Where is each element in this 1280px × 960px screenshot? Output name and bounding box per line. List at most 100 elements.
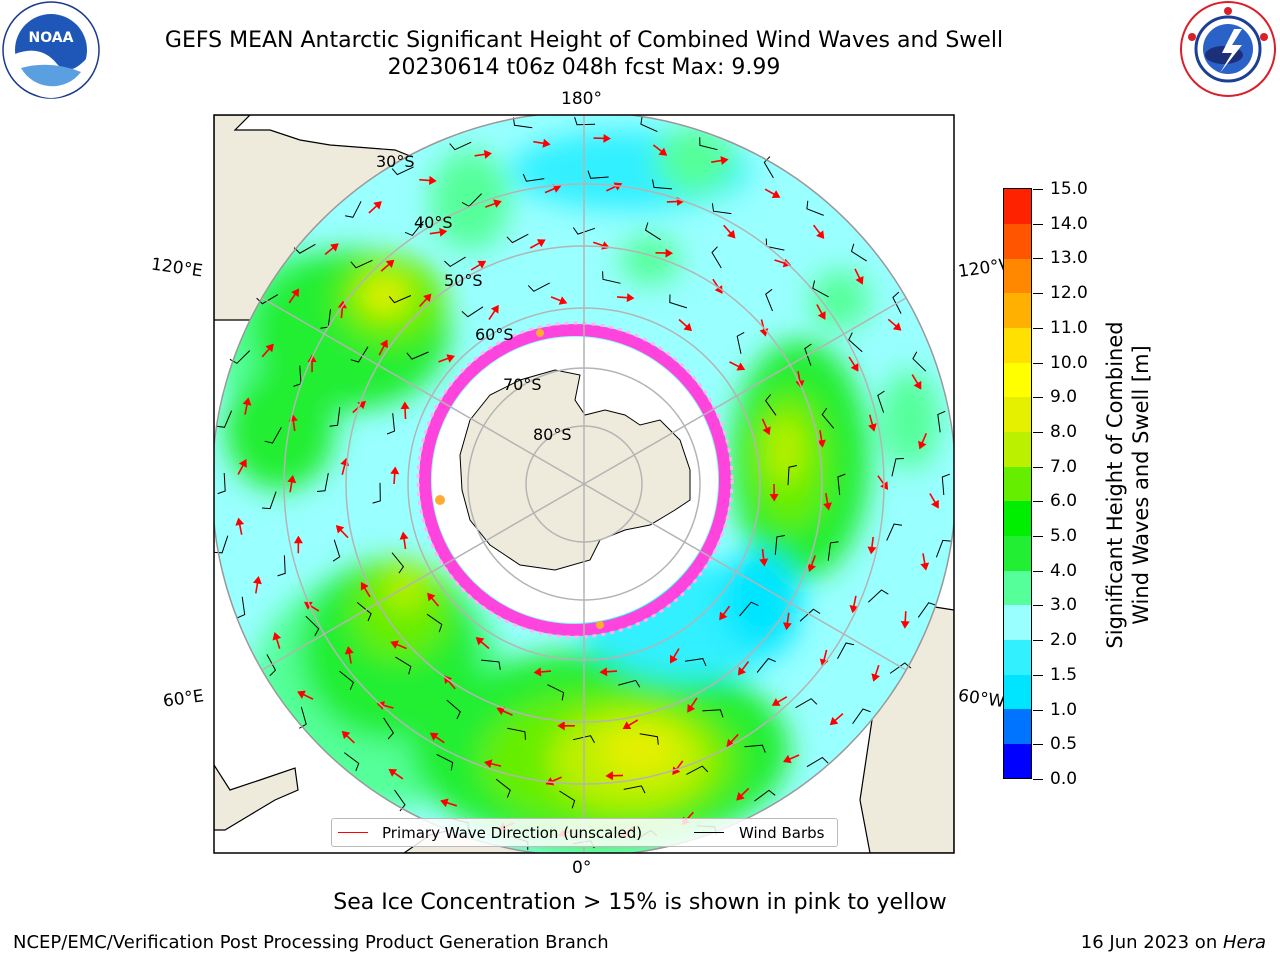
wave-arrow-head <box>918 440 927 450</box>
wave-arrow-head <box>849 604 859 614</box>
wave-arrow-head <box>817 439 826 448</box>
wind-barb <box>391 552 405 574</box>
colorbar-segment <box>1004 639 1031 675</box>
wind-barb <box>837 642 855 660</box>
wind-barb <box>744 744 766 753</box>
wind-barb <box>702 709 724 718</box>
wind-barb <box>229 350 251 364</box>
wave-arrow-head <box>360 581 369 591</box>
colorbar-tick <box>1033 189 1043 190</box>
wave-arrow-head <box>483 149 492 159</box>
wind-barb <box>495 778 511 798</box>
wave-arrow-head <box>782 754 792 764</box>
wind-barb <box>812 280 829 298</box>
colorbar-tick-label: 10.0 <box>1050 352 1088 373</box>
wave-arrow-head <box>736 362 746 371</box>
colorbar-segment <box>1004 535 1031 571</box>
colorbar-segment <box>1004 500 1031 536</box>
wave-arrow-head <box>235 517 245 526</box>
wave-arrow-head <box>737 666 747 676</box>
wind-barb <box>266 654 277 677</box>
wind-barb <box>350 259 373 269</box>
wind-barb <box>892 291 902 314</box>
wave-arrow-head <box>341 730 351 740</box>
wave-arrow-head <box>920 562 930 571</box>
wind-barb <box>449 141 472 151</box>
wind-barb <box>383 717 395 740</box>
colorbar-tick <box>1033 431 1043 433</box>
wind-barb <box>806 756 829 768</box>
wave-arrow-head <box>771 190 781 199</box>
colorbar-segment <box>1004 708 1031 744</box>
colorbar-segment <box>1004 362 1031 398</box>
wave-arrow-head <box>669 654 678 664</box>
wind-barb <box>216 410 233 428</box>
wave-arrow-head <box>817 311 826 320</box>
colorbar-tick <box>1033 293 1043 295</box>
wind-barb <box>507 727 526 740</box>
wind-barb <box>827 541 839 561</box>
colorbar-tick <box>1033 362 1043 364</box>
wind-barb <box>804 343 812 366</box>
colorbar-segment <box>1004 604 1031 640</box>
colorbar-tick <box>1033 397 1043 399</box>
wind-barb <box>305 615 320 637</box>
colorbar-segment <box>1004 223 1031 259</box>
wave-arrow-head <box>477 260 487 269</box>
wave-arrow-head <box>297 690 306 699</box>
colorbar-tick-label: 15.0 <box>1050 179 1088 199</box>
wave-arrow-head <box>496 706 506 716</box>
wind-barb <box>512 117 533 129</box>
wind-barb <box>837 473 846 495</box>
wave-arrow-head <box>762 426 771 436</box>
wind-barb <box>574 116 596 126</box>
wind-barb <box>602 271 621 284</box>
chart-subtitle: 20230614 t06z 048h fcst Max: 9.99 <box>387 55 781 80</box>
colorbar-tick <box>1033 640 1043 642</box>
wind-barb <box>344 201 362 218</box>
wind-barb <box>652 179 672 190</box>
colorbar-label: Significant Height of Combined Wind Wave… <box>1102 321 1154 648</box>
colorbar-tick-label: 3.0 <box>1050 595 1078 616</box>
wind-barb <box>806 200 824 216</box>
wave-arrow-head <box>335 524 345 534</box>
colorbar-tick-label: 5.0 <box>1050 526 1078 547</box>
colorbar-segment <box>1004 674 1031 710</box>
wind-barb <box>217 472 226 495</box>
machine-name: Hera <box>1222 932 1266 953</box>
wave-arrow-head <box>829 716 839 726</box>
wave-arrow-head <box>622 721 632 730</box>
wind-barb <box>795 698 818 709</box>
sea-ice-note: Sea Ice Concentration > 15% is shown in … <box>333 890 947 915</box>
wave-arrow-head <box>399 531 409 540</box>
colorbar-tick <box>1033 674 1043 676</box>
wind-barb <box>316 473 329 492</box>
wave-arrow-head <box>850 362 859 372</box>
wind-barb <box>850 243 867 262</box>
wave-arrow-head <box>687 703 696 713</box>
colorbar-tick-label: 8.0 <box>1050 421 1078 442</box>
colorbar-tick <box>1033 779 1043 780</box>
wave-arrow-head <box>782 622 792 631</box>
wave-arrow-head <box>440 798 449 808</box>
colorbar-segment <box>1004 431 1031 467</box>
wave-arrow-head <box>439 227 448 237</box>
date-text: 16 Jun 2023 on <box>1080 932 1223 953</box>
wind-barb <box>404 220 424 237</box>
wave-arrow-head <box>287 474 297 484</box>
lon-label-top: 180° <box>561 89 602 109</box>
wind-barb <box>877 390 885 413</box>
colorbar-tick <box>1033 223 1043 225</box>
wind-barb <box>867 589 889 603</box>
wind-barb <box>765 288 773 312</box>
colorbar-segment <box>1004 570 1031 606</box>
wave-arrow-head <box>871 673 881 682</box>
colorbar-label-line1: Significant Height of Combined <box>1103 321 1127 649</box>
wind-barb <box>256 294 279 305</box>
graticule <box>214 115 954 853</box>
colorbar-tick <box>1033 709 1043 711</box>
wave-arrow-head <box>605 771 614 781</box>
wind-barb <box>277 555 286 577</box>
wave-arrow-head <box>536 239 546 248</box>
wind-barb <box>686 765 709 775</box>
